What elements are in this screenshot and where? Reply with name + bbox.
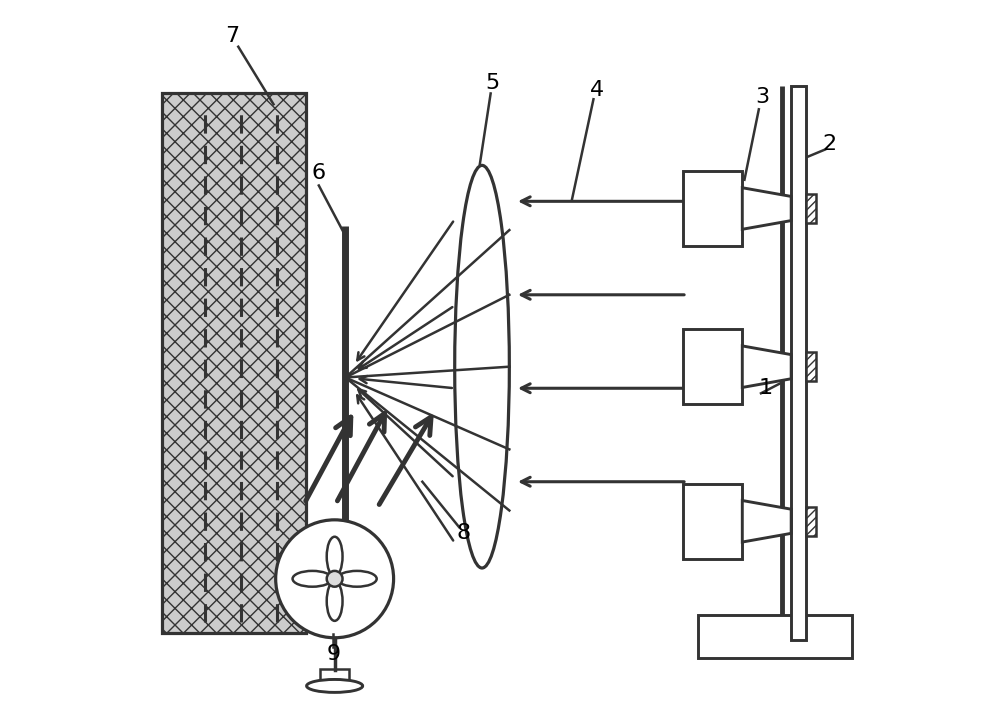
Bar <box>806 507 816 536</box>
Text: 4: 4 <box>590 80 604 100</box>
Polygon shape <box>742 500 791 542</box>
Text: 5: 5 <box>486 73 500 93</box>
Bar <box>806 194 816 223</box>
Polygon shape <box>742 188 791 229</box>
Circle shape <box>327 571 343 587</box>
Bar <box>698 615 852 658</box>
Bar <box>162 93 306 633</box>
Bar <box>806 507 816 536</box>
Ellipse shape <box>307 679 363 692</box>
Bar <box>320 669 349 681</box>
Circle shape <box>276 520 394 638</box>
Bar <box>162 93 306 633</box>
Ellipse shape <box>337 571 377 587</box>
Text: 6: 6 <box>312 162 326 183</box>
Text: 7: 7 <box>225 26 240 46</box>
Ellipse shape <box>455 165 509 568</box>
Bar <box>806 352 816 381</box>
Ellipse shape <box>327 581 343 620</box>
Polygon shape <box>742 346 791 388</box>
Text: 9: 9 <box>326 644 340 664</box>
Bar <box>683 171 742 246</box>
Text: 8: 8 <box>457 523 471 544</box>
Text: 3: 3 <box>755 87 769 107</box>
Bar <box>683 329 742 404</box>
Bar <box>806 352 816 381</box>
Bar <box>806 194 816 223</box>
Bar <box>791 86 806 640</box>
Text: 1: 1 <box>759 378 773 398</box>
Ellipse shape <box>293 571 332 587</box>
Ellipse shape <box>327 536 343 577</box>
Text: 2: 2 <box>822 134 836 154</box>
Bar <box>683 483 742 559</box>
